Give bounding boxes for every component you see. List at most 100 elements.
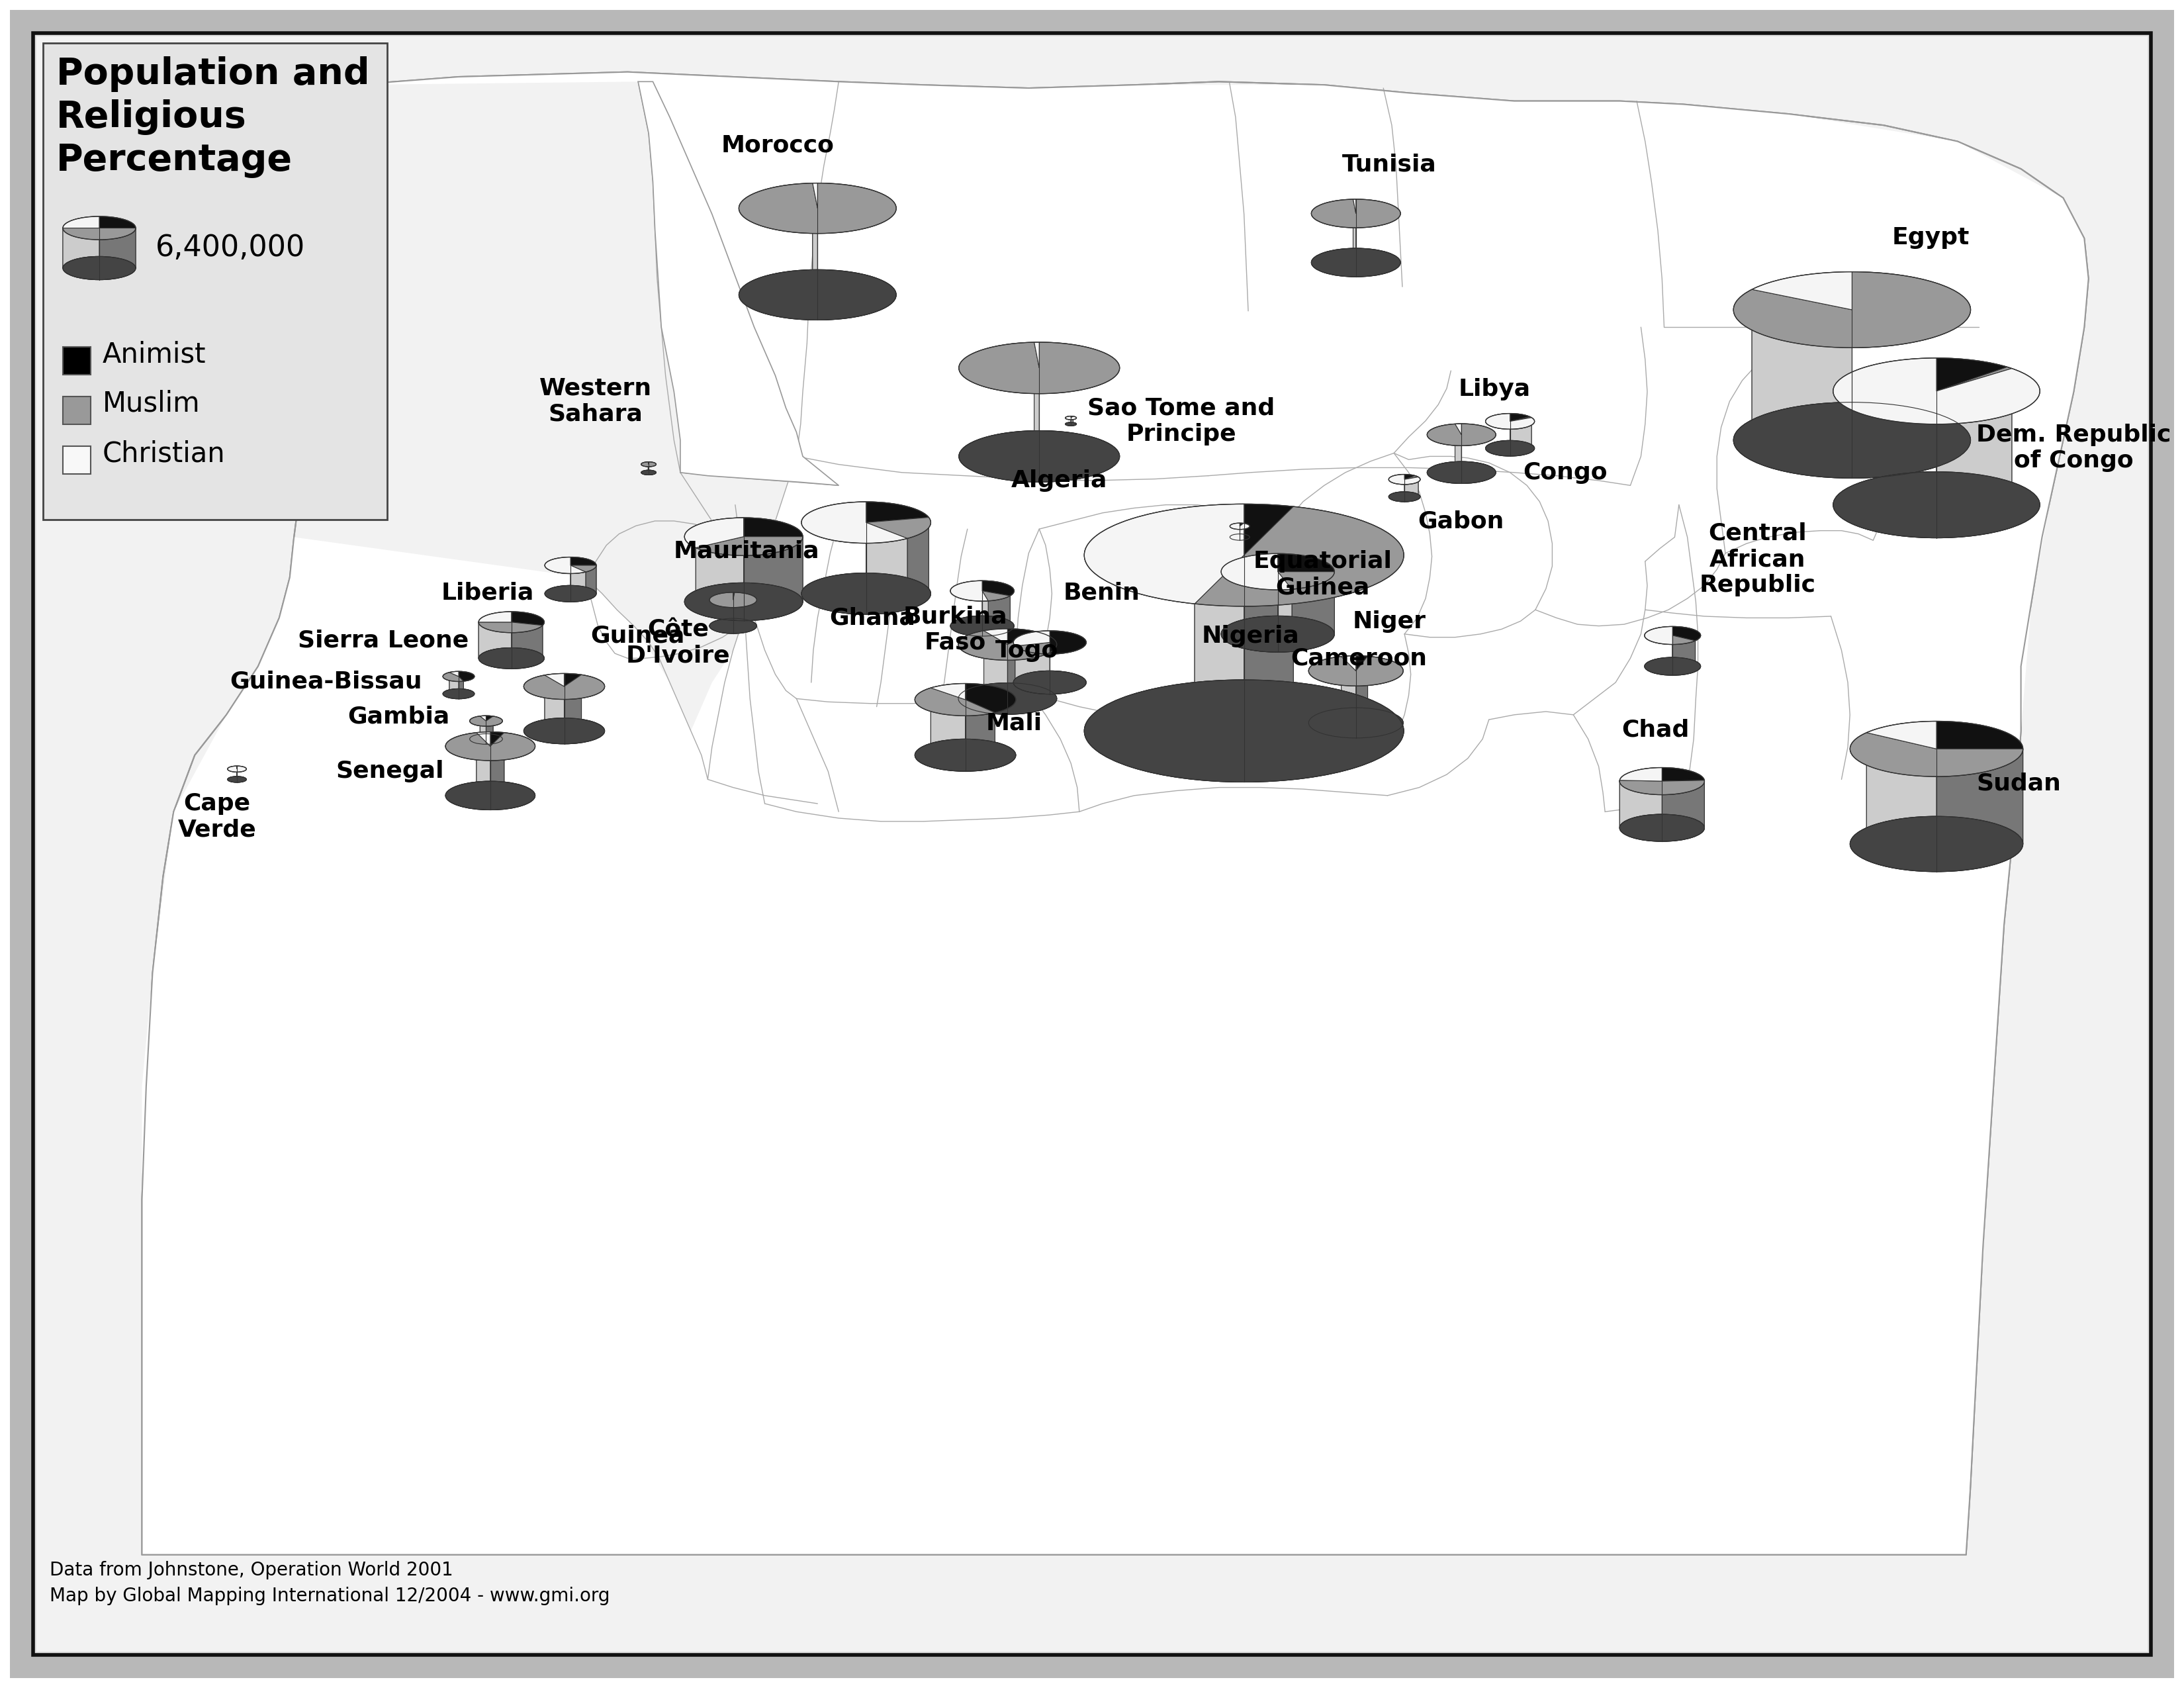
Polygon shape xyxy=(812,182,817,208)
Text: Mali: Mali xyxy=(985,712,1042,734)
Polygon shape xyxy=(478,623,542,633)
Ellipse shape xyxy=(642,471,655,474)
Ellipse shape xyxy=(1221,616,1334,652)
Polygon shape xyxy=(1832,358,2040,538)
Polygon shape xyxy=(802,501,906,614)
Ellipse shape xyxy=(446,782,535,810)
Polygon shape xyxy=(1310,199,1400,277)
Text: Central
African
Republic: Central African Republic xyxy=(1699,522,1815,596)
Polygon shape xyxy=(1035,343,1040,368)
Polygon shape xyxy=(965,684,1016,712)
Polygon shape xyxy=(1426,424,1496,483)
Polygon shape xyxy=(1308,657,1402,738)
Polygon shape xyxy=(1455,424,1461,436)
Polygon shape xyxy=(1356,655,1367,670)
Polygon shape xyxy=(1083,505,1245,780)
Polygon shape xyxy=(1621,780,1704,841)
Polygon shape xyxy=(965,684,1016,768)
Polygon shape xyxy=(1066,417,1077,420)
Polygon shape xyxy=(1509,414,1529,444)
Polygon shape xyxy=(1937,366,2011,392)
Polygon shape xyxy=(63,228,135,240)
Polygon shape xyxy=(1341,655,1356,670)
Polygon shape xyxy=(1035,343,1040,430)
Polygon shape xyxy=(470,716,502,744)
Polygon shape xyxy=(1241,523,1243,527)
Polygon shape xyxy=(1278,554,1334,572)
Polygon shape xyxy=(142,73,2088,1555)
Polygon shape xyxy=(1007,628,1037,685)
Text: Cape
Verde: Cape Verde xyxy=(177,793,256,841)
Text: Tunisia: Tunisia xyxy=(1341,154,1437,176)
Polygon shape xyxy=(227,766,247,783)
Polygon shape xyxy=(802,501,906,544)
Ellipse shape xyxy=(227,776,247,783)
Text: Sao Tome and
Principe: Sao Tome and Principe xyxy=(1088,397,1275,446)
Ellipse shape xyxy=(1485,441,1535,456)
Polygon shape xyxy=(524,675,605,699)
Text: Population and: Population and xyxy=(57,56,369,93)
Polygon shape xyxy=(98,216,135,228)
Polygon shape xyxy=(1673,635,1695,645)
Text: Niger: Niger xyxy=(1352,609,1426,633)
Text: Benin: Benin xyxy=(1064,582,1140,604)
Polygon shape xyxy=(470,716,502,726)
Text: Burkina
Faso: Burkina Faso xyxy=(904,604,1007,653)
Polygon shape xyxy=(1455,424,1461,463)
Polygon shape xyxy=(450,672,459,690)
Polygon shape xyxy=(1937,358,2007,392)
Ellipse shape xyxy=(1426,461,1496,483)
Polygon shape xyxy=(524,675,605,744)
Text: Liberia: Liberia xyxy=(441,581,535,604)
Polygon shape xyxy=(1673,626,1701,672)
FancyBboxPatch shape xyxy=(63,346,92,375)
Polygon shape xyxy=(867,517,930,538)
Polygon shape xyxy=(915,689,996,771)
Polygon shape xyxy=(1195,506,1404,782)
Polygon shape xyxy=(570,565,596,572)
Polygon shape xyxy=(642,463,655,466)
Polygon shape xyxy=(959,343,1120,483)
Text: Equatorial
Guinea: Equatorial Guinea xyxy=(1254,550,1391,599)
Polygon shape xyxy=(480,716,487,734)
Polygon shape xyxy=(63,216,98,268)
Polygon shape xyxy=(1354,199,1356,248)
Polygon shape xyxy=(544,674,563,719)
Polygon shape xyxy=(1621,768,1662,782)
Polygon shape xyxy=(1415,476,1417,495)
Polygon shape xyxy=(1404,474,1415,493)
Polygon shape xyxy=(1621,768,1662,827)
Polygon shape xyxy=(1673,641,1695,675)
Ellipse shape xyxy=(738,270,895,321)
Polygon shape xyxy=(478,611,511,658)
Polygon shape xyxy=(1310,199,1400,228)
Ellipse shape xyxy=(1645,657,1701,675)
Ellipse shape xyxy=(478,648,544,668)
Polygon shape xyxy=(1426,424,1496,446)
Text: Togo: Togo xyxy=(996,640,1059,662)
Polygon shape xyxy=(915,689,996,716)
Polygon shape xyxy=(697,537,804,555)
Ellipse shape xyxy=(959,684,1057,714)
Text: Côte
D'Ivoire: Côte D'Ivoire xyxy=(627,618,729,667)
Text: Percentage: Percentage xyxy=(57,142,293,177)
Polygon shape xyxy=(450,672,459,677)
Text: Religious: Religious xyxy=(57,100,247,135)
Polygon shape xyxy=(487,716,494,734)
Polygon shape xyxy=(1354,199,1356,213)
Polygon shape xyxy=(1937,721,2022,749)
Text: Senegal: Senegal xyxy=(336,760,443,782)
Polygon shape xyxy=(1341,655,1356,709)
Polygon shape xyxy=(959,631,1057,660)
Polygon shape xyxy=(570,557,596,594)
Polygon shape xyxy=(738,182,895,321)
Polygon shape xyxy=(1230,523,1249,530)
Polygon shape xyxy=(1221,554,1293,589)
Polygon shape xyxy=(1850,733,2022,871)
Text: Dem. Republic
of Congo: Dem. Republic of Congo xyxy=(1977,424,2171,473)
Polygon shape xyxy=(1278,554,1334,635)
Ellipse shape xyxy=(1832,471,2040,538)
Ellipse shape xyxy=(63,257,135,280)
Polygon shape xyxy=(710,592,756,633)
Text: Congo: Congo xyxy=(1522,461,1607,484)
